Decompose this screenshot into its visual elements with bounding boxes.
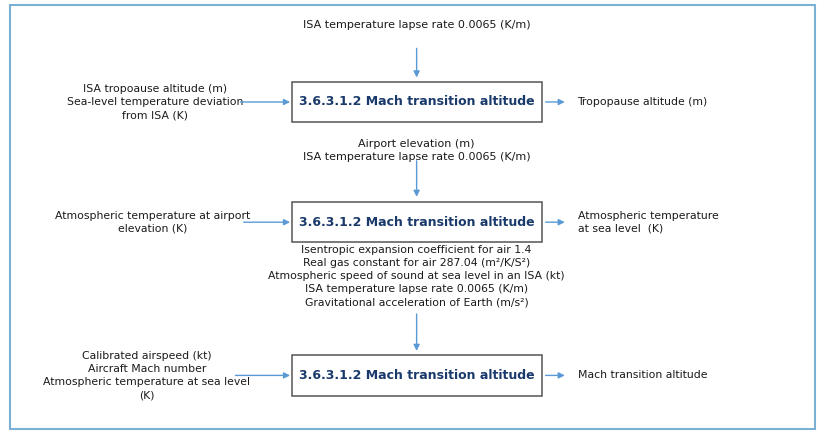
Text: ISA temperature lapse rate 0.0065 (K/m): ISA temperature lapse rate 0.0065 (K/m) — [303, 20, 530, 30]
Text: ISA tropoause altitude (m)
Sea-level temperature deviation
from ISA (K): ISA tropoause altitude (m) Sea-level tem… — [67, 84, 243, 120]
Text: Mach transition altitude: Mach transition altitude — [578, 370, 707, 381]
Text: Tropopause altitude (m): Tropopause altitude (m) — [578, 97, 708, 107]
Text: Calibrated airspeed (kt)
Aircraft Mach number
Atmospheric temperature at sea lev: Calibrated airspeed (kt) Aircraft Mach n… — [44, 351, 250, 400]
FancyBboxPatch shape — [292, 82, 542, 122]
Text: Airport elevation (m)
ISA temperature lapse rate 0.0065 (K/m): Airport elevation (m) ISA temperature la… — [303, 139, 530, 162]
Text: 3.6.3.1.2 Mach transition altitude: 3.6.3.1.2 Mach transition altitude — [299, 369, 535, 382]
Text: 3.6.3.1.2 Mach transition altitude: 3.6.3.1.2 Mach transition altitude — [299, 95, 535, 108]
Text: 3.6.3.1.2 Mach transition altitude: 3.6.3.1.2 Mach transition altitude — [299, 216, 535, 229]
FancyBboxPatch shape — [292, 355, 542, 396]
FancyBboxPatch shape — [292, 202, 542, 242]
Text: Atmospheric temperature
at sea level  (K): Atmospheric temperature at sea level (K) — [578, 210, 719, 234]
Text: Atmospheric temperature at airport
elevation (K): Atmospheric temperature at airport eleva… — [55, 210, 250, 234]
Text: Isentropic expansion coefficient for air 1.4
Real gas constant for air 287.04 (m: Isentropic expansion coefficient for air… — [268, 245, 565, 308]
